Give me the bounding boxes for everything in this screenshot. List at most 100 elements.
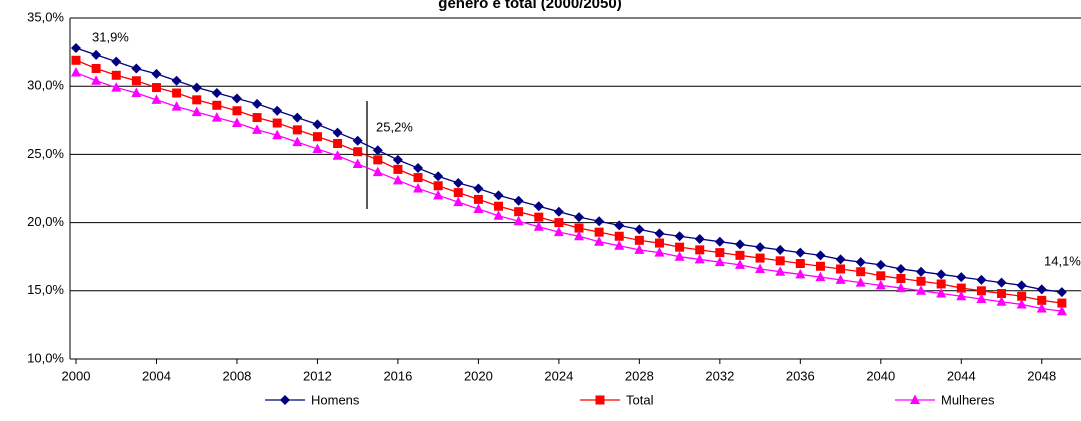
data-point xyxy=(936,279,946,289)
data-point xyxy=(614,220,625,231)
data-point xyxy=(614,231,624,241)
data-point xyxy=(755,263,766,273)
data-point xyxy=(553,206,564,217)
data-point xyxy=(232,106,242,116)
data-point xyxy=(553,226,564,237)
data-point xyxy=(795,247,806,258)
data-point xyxy=(835,254,846,265)
data-point xyxy=(876,271,886,281)
data-point xyxy=(473,203,484,213)
data-point xyxy=(212,100,222,110)
data-point xyxy=(875,279,886,290)
data-point xyxy=(855,277,866,287)
data-point xyxy=(836,264,846,274)
x-tick-label: 2012 xyxy=(303,368,332,383)
data-point xyxy=(171,75,182,86)
y-tick-label: 15,0% xyxy=(27,282,64,297)
data-point xyxy=(694,233,705,244)
data-point xyxy=(815,261,825,271)
data-point xyxy=(413,163,424,174)
x-tick-label: 2016 xyxy=(383,368,412,383)
data-point xyxy=(815,250,826,261)
data-point xyxy=(252,124,263,134)
data-point xyxy=(916,266,927,277)
data-point xyxy=(231,93,242,104)
data-point xyxy=(534,212,544,222)
y-tick-label: 30,0% xyxy=(27,78,64,93)
y-tick-label: 25,0% xyxy=(27,146,64,161)
data-point xyxy=(413,183,424,193)
data-point xyxy=(272,129,283,140)
data-point xyxy=(192,95,202,105)
x-tick-label: 2036 xyxy=(786,368,815,383)
data-point xyxy=(333,138,343,148)
x-tick-label: 2000 xyxy=(62,368,91,383)
legend-label: Total xyxy=(626,392,654,407)
data-point xyxy=(594,216,605,227)
data-point xyxy=(714,236,725,247)
data-point xyxy=(131,87,142,98)
data-point xyxy=(292,136,303,147)
data-point xyxy=(916,285,927,295)
data-point xyxy=(976,293,987,303)
x-tick-label: 2032 xyxy=(705,368,734,383)
data-point xyxy=(875,259,886,270)
x-tick-label: 2004 xyxy=(142,368,171,383)
x-tick-label: 2048 xyxy=(1027,368,1056,383)
data-point xyxy=(151,83,161,93)
data-point xyxy=(312,119,323,130)
data-point xyxy=(493,190,504,201)
data-point xyxy=(211,112,222,122)
x-tick-label: 2040 xyxy=(866,368,895,383)
data-point xyxy=(634,235,644,245)
data-point xyxy=(473,194,483,204)
data-point xyxy=(111,56,122,67)
data-point xyxy=(734,239,745,250)
data-point xyxy=(332,150,343,160)
data-point xyxy=(554,218,564,228)
data-point xyxy=(352,158,363,168)
annotation: 25,2% xyxy=(376,119,413,134)
data-point xyxy=(594,227,604,237)
data-point xyxy=(91,63,101,73)
data-point xyxy=(413,173,423,183)
data-point xyxy=(594,236,605,246)
data-point xyxy=(734,259,745,269)
data-point xyxy=(835,274,846,284)
data-point xyxy=(533,201,544,212)
data-point xyxy=(895,282,906,293)
data-point xyxy=(172,88,182,98)
data-point xyxy=(171,101,182,111)
data-point xyxy=(493,210,504,220)
data-point xyxy=(1057,298,1067,308)
data-point xyxy=(735,250,745,260)
data-point xyxy=(91,49,102,60)
data-point xyxy=(695,245,705,255)
legend-label: Homens xyxy=(311,392,360,407)
data-point xyxy=(795,268,806,279)
data-point xyxy=(272,105,283,116)
data-point xyxy=(775,266,786,276)
annotation: 14,1% xyxy=(1044,253,1081,268)
data-point xyxy=(1056,287,1067,298)
data-point xyxy=(292,125,302,135)
data-point xyxy=(433,171,444,182)
data-point xyxy=(453,196,464,207)
data-point xyxy=(997,289,1007,299)
data-point xyxy=(956,272,967,283)
x-tick-label: 2028 xyxy=(625,368,654,383)
data-point xyxy=(634,224,645,235)
data-point xyxy=(936,288,947,298)
data-point xyxy=(433,189,444,200)
data-point xyxy=(373,155,383,165)
data-point xyxy=(996,277,1007,288)
data-point xyxy=(151,68,162,79)
data-point xyxy=(111,70,121,80)
data-point xyxy=(513,215,524,226)
data-point xyxy=(1017,291,1027,301)
data-point xyxy=(71,43,81,54)
data-point xyxy=(71,55,81,65)
data-point xyxy=(675,242,685,252)
data-point xyxy=(392,174,403,185)
